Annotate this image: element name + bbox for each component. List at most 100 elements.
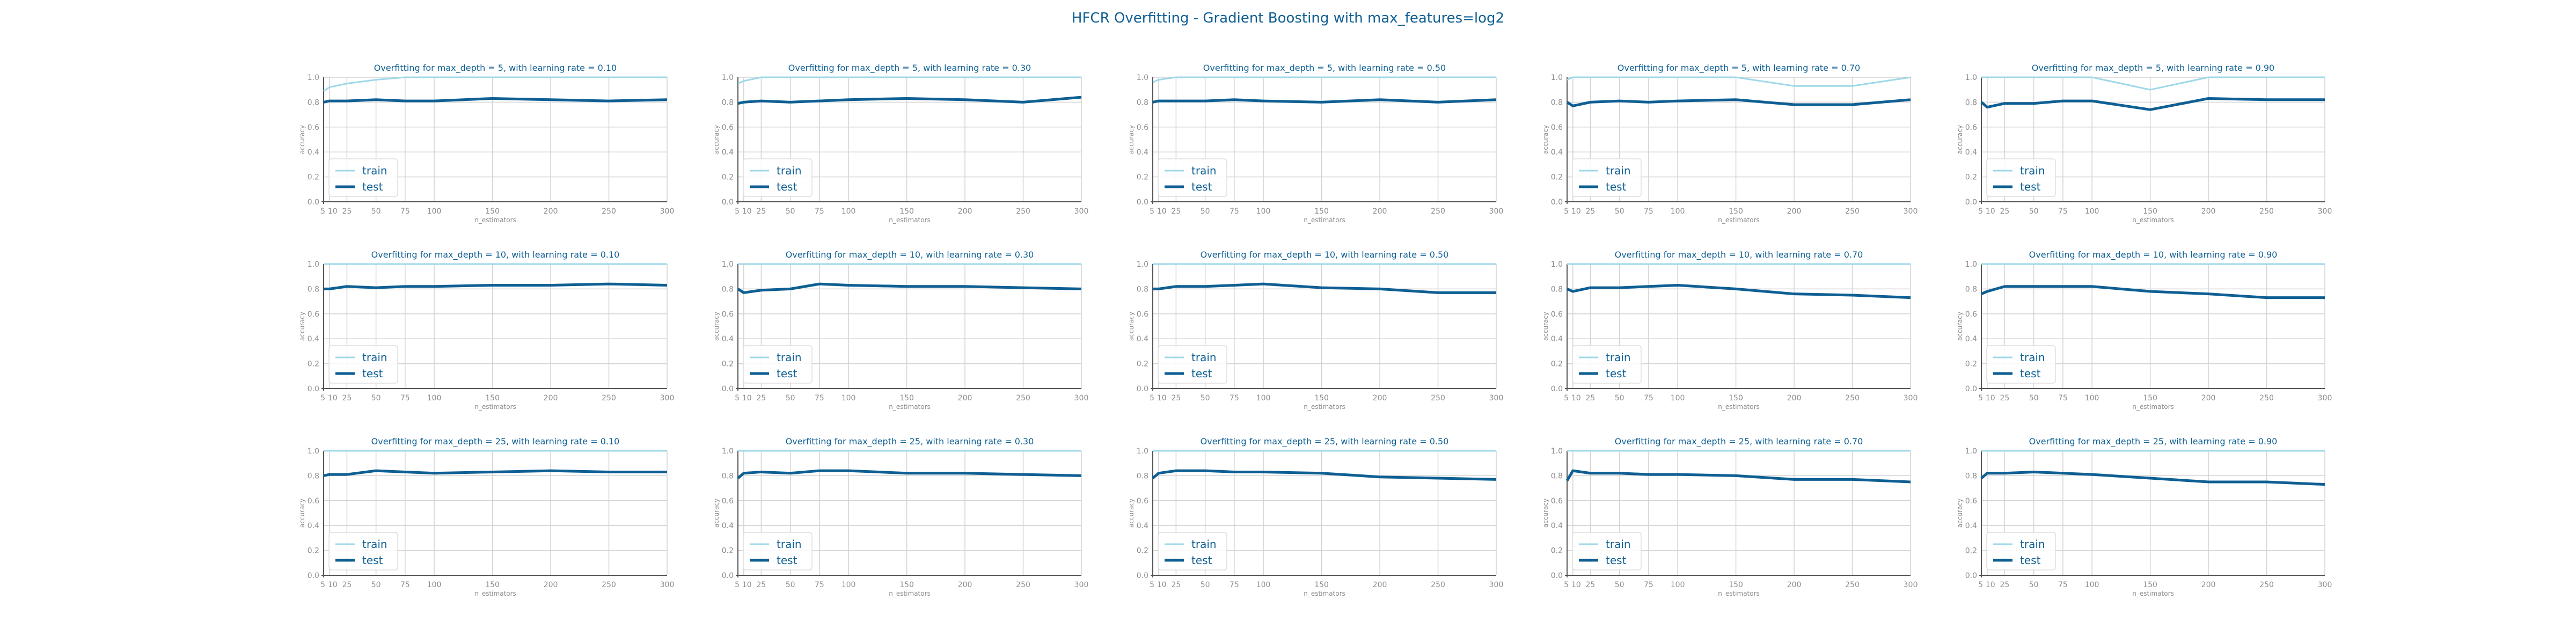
panel-title: Overfitting for max_depth = 5, with lear…: [2032, 63, 2274, 74]
y-tick-label: 0.0: [308, 198, 319, 207]
legend-label-train: train: [2020, 164, 2045, 177]
x-tick-label: 25: [1585, 207, 1595, 216]
x-tick-label: 75: [400, 394, 410, 402]
y-tick-label: 1.0: [722, 260, 734, 269]
chart-panel-6: Overfitting for max_depth = 10, with lea…: [298, 250, 674, 411]
x-tick-label: 75: [1644, 394, 1653, 402]
chart-panel-11: Overfitting for max_depth = 25, with lea…: [298, 436, 674, 597]
panel-title: Overfitting for max_depth = 5, with lear…: [374, 63, 617, 74]
x-tick-label: 250: [1016, 207, 1030, 216]
series-line-test: [1567, 283, 1911, 299]
x-tick-label: 200: [544, 581, 558, 589]
y-tick-label: 0.0: [308, 572, 319, 580]
series-line-test: [1565, 469, 1911, 484]
x-axis-label: n_estimators: [2132, 590, 2174, 597]
y-tick-label: 0.6: [722, 497, 734, 506]
series-line-test: [1152, 469, 1497, 481]
legend: train test: [1986, 345, 2056, 384]
x-tick-label: 50: [1615, 207, 1624, 216]
panel-title: Overfitting for max_depth = 25, with lea…: [1615, 436, 1863, 447]
series-line-train: [323, 76, 667, 92]
x-tick-label: 75: [2058, 207, 2068, 216]
legend: train test: [1158, 532, 1227, 570]
y-tick-label: 0.6: [308, 123, 319, 132]
x-tick-label: 200: [958, 207, 972, 216]
y-tick-label: 0.2: [308, 173, 319, 182]
x-tick-label: 150: [1729, 394, 1743, 402]
y-tick-label: 0.8: [722, 98, 734, 107]
y-tick-label: 0.2: [722, 360, 734, 369]
legend-label-train: train: [1191, 164, 1217, 177]
y-tick-label: 0.0: [1551, 385, 1563, 393]
y-tick-label: 0.2: [1965, 360, 1977, 369]
y-tick-label: 0.0: [1137, 572, 1148, 580]
y-tick-label: 0.8: [1965, 98, 1977, 107]
y-axis-label: accuracy: [1956, 125, 1964, 154]
y-axis-label: accuracy: [1542, 312, 1549, 341]
y-tick-label: 1.0: [1137, 74, 1148, 82]
series-line-train: [737, 76, 1081, 84]
y-tick-label: 0.2: [1965, 173, 1977, 182]
x-tick-label: 150: [1314, 394, 1329, 402]
x-tick-label: 75: [815, 394, 824, 402]
x-tick-label: 100: [427, 207, 442, 216]
chart-panel-2: Overfitting for max_depth = 5, with lear…: [713, 63, 1088, 224]
y-tick-label: 1.0: [308, 447, 319, 456]
x-tick-label: 25: [342, 207, 352, 216]
panel-title: Overfitting for max_depth = 5, with lear…: [1203, 63, 1446, 74]
chart-panel-4: Overfitting for max_depth = 5, with lear…: [1542, 63, 1918, 224]
x-tick-label: 50: [2029, 581, 2039, 589]
x-tick-label: 200: [2201, 394, 2216, 402]
y-tick-label: 0.2: [308, 360, 319, 369]
legend-label-test: test: [1606, 180, 1627, 193]
x-tick-label: 200: [1373, 581, 1387, 589]
x-tick-label: 200: [2201, 581, 2216, 589]
x-tick-label: 250: [1431, 207, 1445, 216]
legend: train test: [1572, 532, 1642, 570]
x-tick-label: 5: [1978, 581, 1983, 589]
panel-title: Overfitting for max_depth = 5, with lear…: [1618, 63, 1860, 74]
chart-panel-1: Overfitting for max_depth = 5, with lear…: [298, 63, 674, 224]
y-tick-label: 0.8: [722, 472, 734, 480]
y-tick-label: 0.0: [1551, 198, 1563, 207]
y-tick-label: 0.6: [1551, 310, 1563, 319]
x-tick-label: 5: [1564, 207, 1569, 216]
y-tick-label: 1.0: [722, 74, 734, 82]
x-tick-label: 25: [2000, 394, 2009, 402]
y-axis-label: accuracy: [1128, 312, 1135, 341]
y-tick-label: 0.4: [1551, 335, 1563, 343]
x-tick-label: 50: [1201, 394, 1210, 402]
x-axis-label: n_estimators: [889, 403, 931, 411]
legend-label-train: train: [2020, 351, 2045, 364]
x-tick-label: 250: [1845, 581, 1860, 589]
y-tick-label: 0.4: [1551, 522, 1563, 530]
y-tick-label: 0.0: [1551, 572, 1563, 580]
y-tick-label: 1.0: [722, 447, 734, 456]
chart-panel-3: Overfitting for max_depth = 5, with lear…: [1128, 63, 1503, 224]
y-tick-label: 0.8: [722, 285, 734, 294]
x-tick-label: 100: [427, 394, 442, 402]
x-tick-label: 100: [1256, 581, 1271, 589]
legend: train test: [1158, 345, 1227, 384]
x-tick-label: 75: [2058, 394, 2068, 402]
y-tick-label: 0.8: [1137, 472, 1148, 480]
chart-panel-10: Overfitting for max_depth = 10, with lea…: [1956, 250, 2332, 411]
y-tick-label: 0.0: [722, 385, 734, 393]
y-tick-label: 0.4: [308, 522, 319, 530]
y-tick-label: 0.8: [1137, 98, 1148, 107]
x-tick-label: 200: [958, 394, 972, 402]
y-tick-label: 0.6: [1137, 310, 1148, 319]
y-tick-label: 0.8: [308, 98, 319, 107]
panel-title: Overfitting for max_depth = 10, with lea…: [786, 250, 1034, 260]
y-axis-label: accuracy: [1128, 125, 1135, 154]
legend: train test: [328, 345, 398, 384]
y-tick-label: 0.4: [308, 148, 319, 157]
y-axis-label: accuracy: [1956, 499, 1964, 528]
y-tick-label: 0.8: [1965, 285, 1977, 294]
series-line-test: [1152, 98, 1497, 104]
panel-title: Overfitting for max_depth = 10, with lea…: [371, 250, 620, 260]
y-tick-label: 0.0: [722, 198, 734, 207]
x-tick-label: 200: [1787, 581, 1802, 589]
y-tick-label: 0.8: [1551, 472, 1563, 480]
series-line-test: [324, 282, 668, 290]
